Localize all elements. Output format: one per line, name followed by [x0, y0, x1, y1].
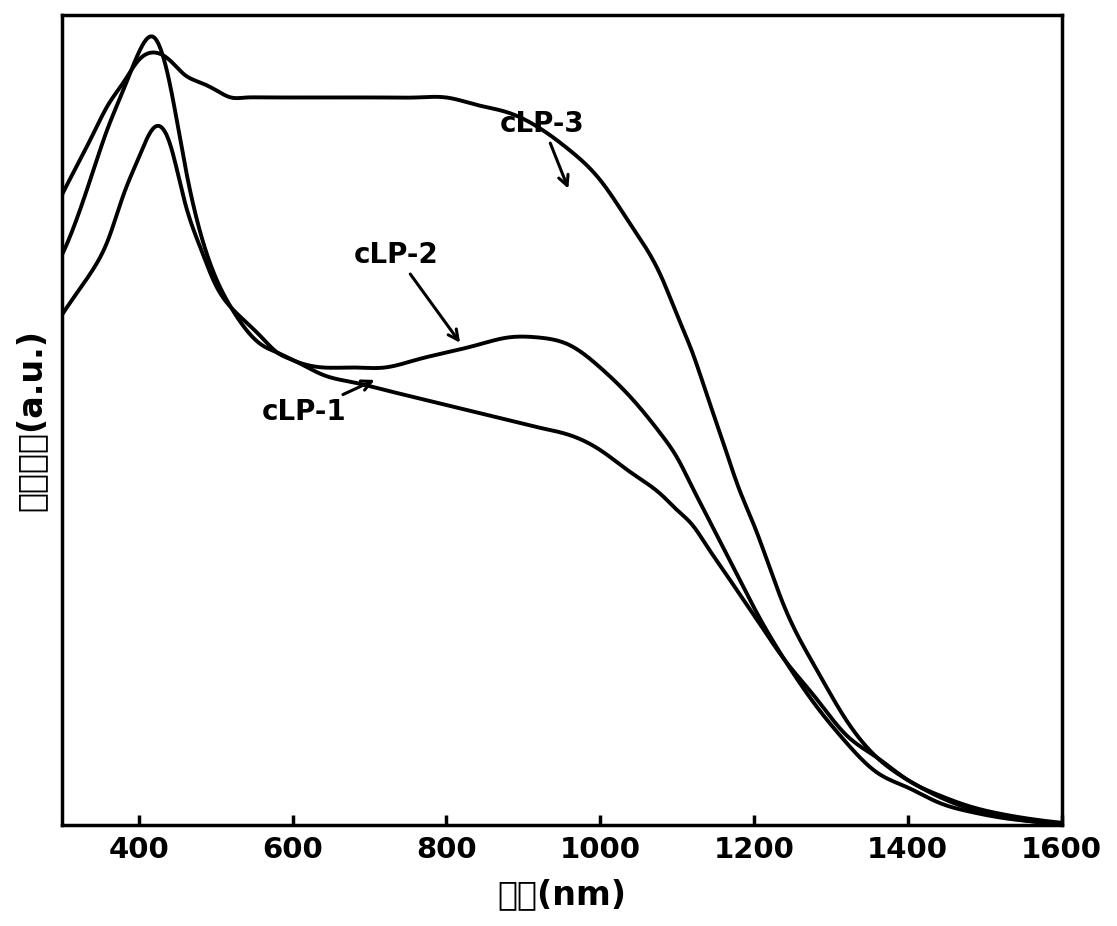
Y-axis label: 吸收强度(a.u.): 吸收强度(a.u.)	[15, 329, 48, 511]
Text: cLP-1: cLP-1	[261, 381, 372, 427]
X-axis label: 波长(nm): 波长(nm)	[497, 878, 627, 911]
Text: cLP-2: cLP-2	[354, 241, 458, 340]
Text: cLP-3: cLP-3	[500, 110, 585, 185]
